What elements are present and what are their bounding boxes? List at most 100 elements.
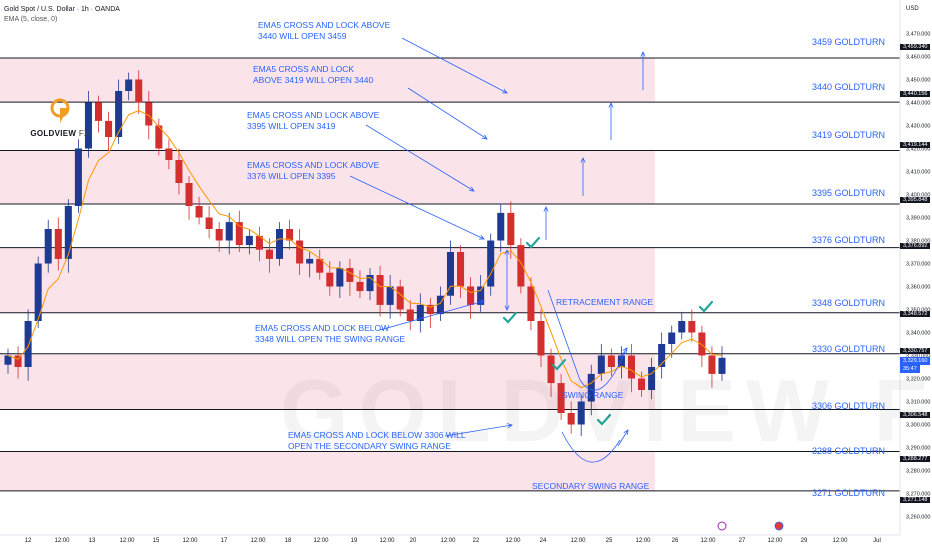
x-tick-label: Jul [873,538,881,544]
y-tick-label: 3,360.000 [906,285,930,291]
candle-body [145,102,153,126]
goldturn-zones [0,58,655,491]
price-box-3440: 3,440.156 [900,91,931,97]
note-3440: EMA5 CROSS AND LOCK ABOVE 3440 WILL OPEN… [258,20,391,41]
candle-body [235,222,243,246]
candle-body [205,217,213,229]
candle-body [698,332,706,356]
watermark: GOLDVIEW FX [280,360,932,462]
candle-body [648,367,656,390]
arrow-head [608,102,614,108]
retracement-range-label: RETRACEMENT RANGE [556,297,654,307]
annotation-arrows [349,37,784,531]
candle-body [678,321,686,333]
candle-body [477,286,485,305]
candle-body [446,252,454,296]
secondary-swing-curve [561,431,621,463]
candle-body [527,286,535,321]
check-icon [502,311,518,324]
indicator-label[interactable]: EMA (5, close, 0) [4,16,58,23]
candle-body [617,355,625,367]
level-label-3288: 3288 GOLDTURN [812,446,886,456]
candle-body [376,275,384,305]
candle-body [125,79,133,91]
goldview-g-icon [50,98,70,123]
us-flag-icon [774,521,784,531]
price-box-3330: 3,330.757 [900,348,931,354]
arrow-head [481,134,488,140]
y-tick-label: 3,460.000 [906,55,930,61]
y-tick-label: 3,310.000 [906,400,930,406]
annotation-arrow [617,429,629,447]
price-box-3288: 3,288.277 [900,456,931,462]
level-label-3459: 3459 GOLDTURN [812,37,886,47]
price-box-3419: 3,419.144 [900,142,931,148]
candle-body [34,263,42,321]
note-3376: EMA5 CROSS AND LOCK ABOVE 3376 WILL OPEN… [247,160,380,181]
annotation-arrow [401,37,508,94]
candle-body [185,183,193,206]
y-tick-label: 3,450.000 [906,78,930,84]
candle-body [497,212,505,241]
candle-body [64,206,72,259]
x-tick-label: 19 [350,538,358,544]
arrow-head [623,429,629,436]
candle-body [587,373,595,402]
candle-body [14,355,22,367]
candle-body [366,275,374,292]
candle-body [537,321,545,356]
annotation-arrow [407,87,488,140]
goldview-logo: GOLDVIEW FX [28,98,92,138]
candle-body [155,125,163,149]
candle-body [4,355,12,365]
arrow-head [501,88,508,94]
candle-body [326,272,334,287]
candle-body [457,252,465,287]
candle-body [94,102,103,121]
level-label-3419: 3419 GOLDTURN [812,130,886,140]
annotation-arrow [379,300,485,331]
candle-body [708,355,716,374]
zone-4 [0,451,655,491]
candle-body [688,321,696,333]
x-tick-label: 12:00 [182,538,198,544]
x-tick-label: 26 [671,538,679,544]
candle-body [336,268,344,287]
secondary-swing-range-label: SECONDARY SWING RANGE [532,481,650,491]
goldturn-level-lines [0,57,900,492]
candle-body [175,160,183,183]
y-tick-label: 3,280.000 [906,469,930,475]
x-tick-label: 12:00 [700,538,716,544]
x-tick-label: 12:00 [505,538,521,544]
candle-body [547,355,555,384]
level-label-3306: 3306 GOLDTURN [812,401,886,411]
candle-body [416,304,424,321]
candle-body [567,413,575,425]
candle-body [627,355,636,379]
y-tick-label: 3,390.000 [906,216,930,222]
candle-body [638,378,646,390]
level-label-3376: 3376 GOLDTURN [812,235,886,245]
check-icon [698,300,714,313]
price-box-3271: 3,271.148 [900,497,931,503]
candle-body [436,295,444,315]
currency-label: USD [906,6,919,12]
y-tick-label: 3,400.000 [906,193,930,199]
annotation-arrow [444,424,513,437]
candle-body [557,383,565,413]
candle-body [255,235,263,250]
price-axis: 3,260.000 3,270.000 3,280.000 3,290.000 3,30… [906,32,930,521]
zone-3 [0,353,655,410]
swing-range-label: SWING RANGE [562,390,624,400]
candle-body [577,401,585,425]
arrow-head [468,186,475,192]
note-3306: EMA5 CROSS AND LOCK BELOW 3306 WILL OPEN… [288,430,466,451]
y-tick-label: 3,410.000 [906,170,930,176]
x-tick-label: 12:00 [119,538,135,544]
x-tick-label: 12 [24,538,32,544]
x-tick-label: 12:00 [635,538,651,544]
price-box-3306: 3,306.548 [900,412,931,418]
annotation-arrow [619,347,628,359]
note-3395: EMA5 CROSS AND LOCK ABOVE 3395 WILL OPEN… [247,110,380,131]
